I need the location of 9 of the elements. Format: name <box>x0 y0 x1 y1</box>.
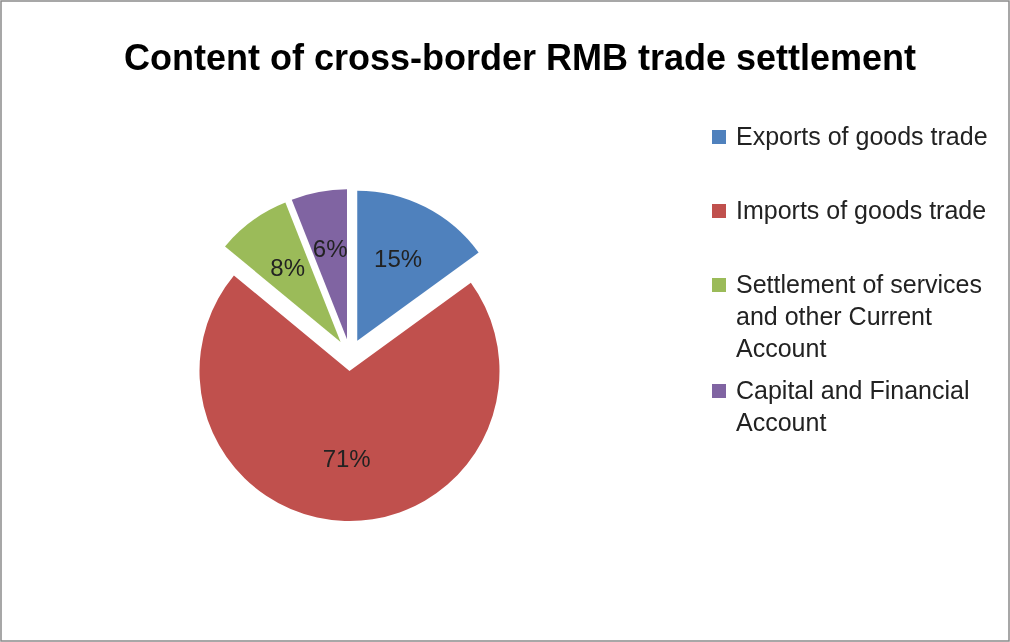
legend-label: Imports of goods trade <box>736 195 987 224</box>
chart-title: Content of cross-border RMB trade settlement <box>123 37 917 78</box>
data-label: 15% <box>374 244 423 272</box>
legend-label: Capital and Financial Account <box>736 375 970 436</box>
data-label: 71% <box>322 445 371 473</box>
legend-label: Exports of goods trade <box>736 121 988 150</box>
data-label: 8% <box>270 253 306 281</box>
legend-label: Settlement of services and other Current Account <box>736 269 982 362</box>
data-label: 6% <box>312 235 348 263</box>
